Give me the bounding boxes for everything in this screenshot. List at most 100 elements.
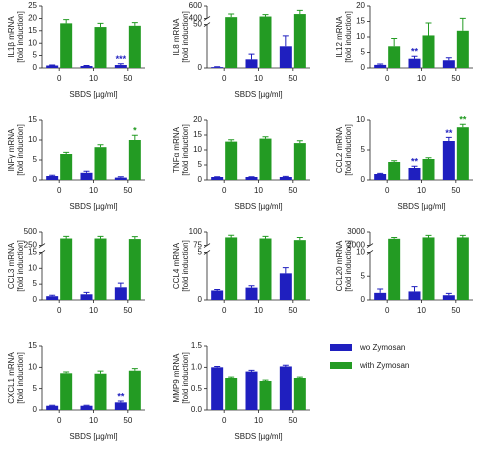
error-bar (283, 268, 289, 274)
y-axis-label: MMP9 mRNA (172, 353, 181, 403)
y-axis-label: INFγ mRNA (7, 128, 16, 171)
error-bar (460, 235, 466, 237)
bar (60, 154, 72, 180)
bar (211, 367, 223, 410)
bar (46, 406, 58, 410)
error-bar (132, 237, 138, 239)
x-axis-label: SBDS [µg/ml] (69, 432, 117, 441)
x-tick-label: 50 (288, 416, 297, 425)
bar (211, 290, 223, 300)
y-axis-label: CCL20 mRNA (335, 240, 344, 291)
error-bar (249, 286, 255, 288)
bar (374, 293, 386, 300)
y-tick-label: 0 (361, 63, 366, 72)
legend-swatch (330, 344, 352, 351)
bar (60, 239, 72, 300)
error-bar (446, 137, 452, 141)
y-axis-label: [fold induction] (181, 240, 190, 292)
error-bar (228, 377, 234, 378)
x-tick-label: 10 (417, 306, 426, 315)
x-tick-label: 0 (222, 416, 227, 425)
bar (225, 142, 237, 180)
error-bar (283, 36, 289, 46)
x-tick-label: 50 (123, 74, 132, 83)
y-tick-label: 10 (28, 263, 37, 272)
y-tick-label: 0 (33, 405, 38, 414)
bar (443, 60, 455, 68)
y-tick-label: 100 (189, 227, 203, 236)
significance: ** (445, 128, 453, 138)
error-bar (84, 292, 90, 294)
bar (280, 177, 292, 180)
x-tick-label: 10 (89, 306, 98, 315)
y-tick-label: 5 (33, 384, 38, 393)
y-tick-label: 600 (189, 1, 203, 10)
x-tick-label: 50 (288, 186, 297, 195)
bar (443, 141, 455, 180)
x-axis-label: SBDS [µg/ml] (234, 432, 282, 441)
y-tick-label: 0 (361, 175, 366, 184)
x-axis-label: SBDS [µg/ml] (397, 202, 445, 211)
x-tick-label: 50 (451, 306, 460, 315)
x-tick-label: 10 (417, 186, 426, 195)
bar (246, 288, 258, 300)
error-bar (249, 54, 255, 59)
y-axis-label: [fold induction] (181, 11, 190, 63)
significance: ** (411, 47, 419, 57)
y-tick-label: 20 (356, 1, 365, 10)
error-bar (228, 140, 234, 142)
y-axis-label: CCL2 mRNA (335, 126, 344, 173)
bar (409, 59, 421, 68)
y-axis-label: [fold induction] (181, 352, 190, 404)
bar (246, 372, 258, 410)
y-tick-label: 1.5 (191, 341, 203, 350)
error-bar (63, 152, 69, 154)
error-bar (297, 141, 303, 143)
y-tick-label: 5 (361, 271, 366, 280)
error-bar (263, 236, 269, 238)
bar (115, 65, 127, 68)
y-tick-label: 400 (189, 14, 203, 23)
bar (457, 237, 469, 300)
y-tick-label: 25 (28, 1, 37, 10)
bar (211, 177, 223, 180)
y-tick-label: 10 (193, 145, 202, 154)
y-axis-label: IL8 mRNA (172, 18, 181, 56)
bar (457, 31, 469, 68)
bar (115, 287, 127, 300)
error-bar (412, 287, 418, 292)
y-tick-label: 10 (28, 135, 37, 144)
bar (211, 67, 223, 68)
error-bar (297, 10, 303, 14)
error-bar (426, 235, 432, 237)
bar (423, 35, 435, 68)
error-bar (460, 124, 466, 127)
significance: ** (459, 115, 467, 125)
error-bar (214, 366, 220, 367)
bar (225, 378, 237, 410)
y-tick-label: 0 (198, 175, 203, 184)
error-bar (98, 145, 104, 147)
error-bar (228, 14, 234, 17)
x-tick-label: 0 (222, 186, 227, 195)
y-tick-label: 0 (33, 295, 38, 304)
y-tick-label: 0 (33, 175, 38, 184)
error-bar (132, 369, 138, 371)
legend-label: with Zymosan (359, 361, 409, 370)
x-tick-label: 10 (254, 416, 263, 425)
y-axis-label: IL1β mRNA (7, 16, 16, 58)
bar (388, 239, 400, 300)
x-tick-label: 50 (123, 306, 132, 315)
x-tick-label: 0 (57, 186, 62, 195)
bar (280, 366, 292, 410)
y-axis-label: TNFα mRNA (172, 126, 181, 173)
error-bar (98, 23, 104, 27)
x-axis-label: SBDS [µg/ml] (234, 90, 282, 99)
bar (388, 162, 400, 180)
y-axis-label: [fold induction] (16, 352, 25, 404)
error-bar (63, 372, 69, 373)
